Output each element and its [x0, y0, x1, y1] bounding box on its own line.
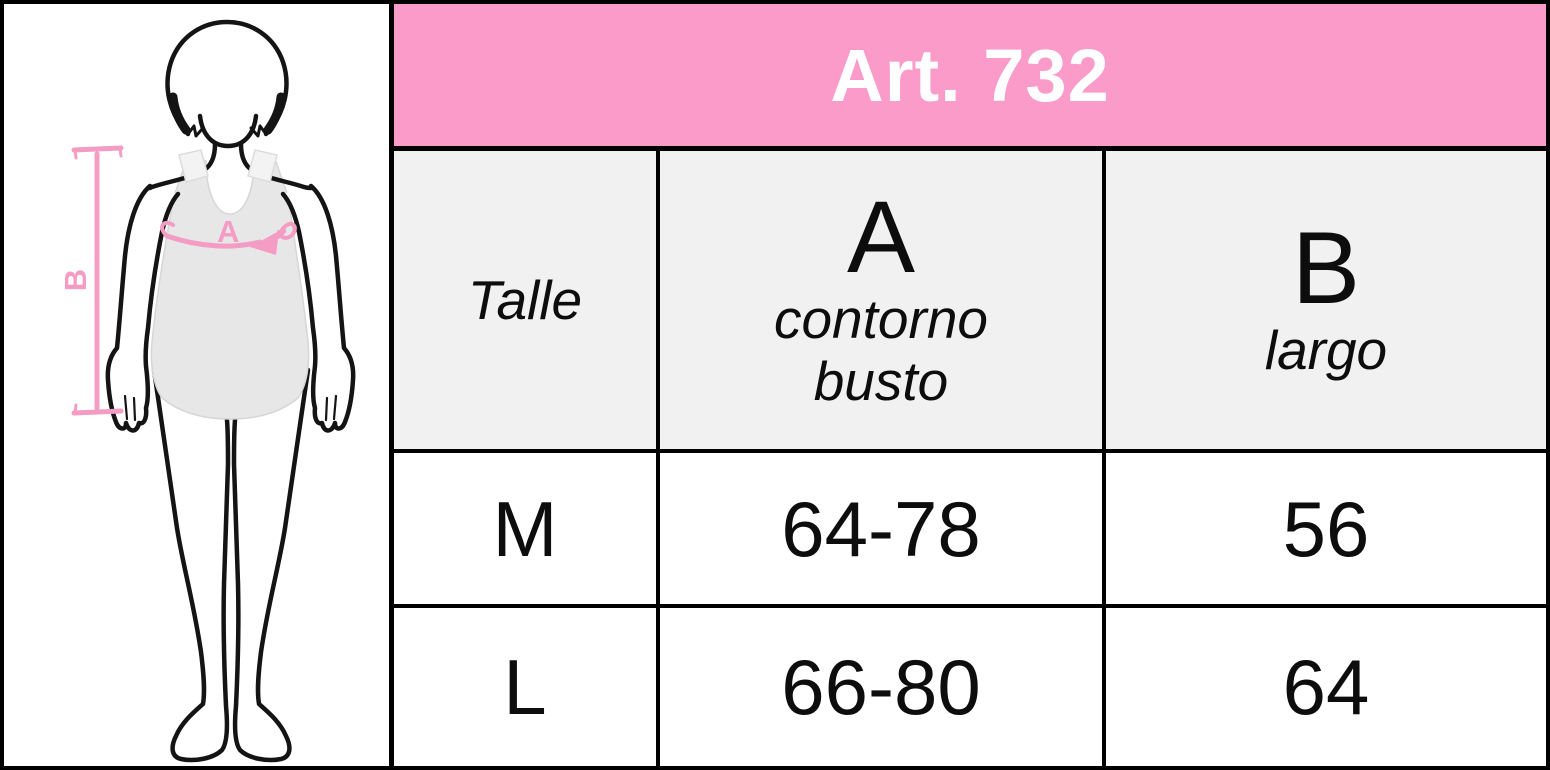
figure-right-hand-fingers	[324, 394, 338, 422]
length-measure-top-cap	[71, 145, 124, 153]
row-m-bust-cell: 64-78	[660, 453, 1102, 604]
figure-hair-right-tips	[249, 124, 268, 138]
col-header-size: Talle	[394, 151, 656, 449]
length-measure-top-ticks	[73, 146, 123, 160]
bust-measure-label: A	[217, 214, 239, 249]
length-measure-label: B	[58, 269, 93, 291]
article-banner: Art. 732	[394, 4, 1546, 151]
figure-left-arm	[105, 183, 181, 433]
figure-tank-dress	[150, 155, 310, 420]
figure-hair	[165, 19, 289, 137]
figure-jaw	[197, 113, 259, 149]
row-m-length: 56	[1282, 484, 1370, 573]
figure-left-hand-fingers	[123, 394, 137, 422]
measurement-figure-panel: A B	[4, 4, 389, 766]
figure-hair-left-tips	[186, 124, 205, 138]
woman-figure-diagram: A B	[58, 19, 356, 763]
length-sublabel: largo	[1264, 318, 1388, 381]
bust-sublabel-line1: contorno	[773, 287, 989, 350]
figure-neck-right	[238, 141, 314, 191]
length-letter: B	[1291, 210, 1361, 325]
col-header-length: B largo	[1106, 151, 1546, 449]
length-measure-bottom-cap	[71, 408, 124, 416]
size-header-label: Talle	[467, 268, 583, 331]
length-measure-bottom-tick	[73, 403, 78, 415]
figure-hair-left-patch	[168, 92, 191, 135]
figure-left-leg	[151, 367, 231, 763]
article-title: Art. 732	[830, 33, 1110, 117]
col-header-bust: A contorno busto	[660, 151, 1102, 449]
bust-measure-arrowhead	[250, 231, 279, 255]
row-l-bust: 66-80	[781, 643, 981, 731]
row-m-bust: 64-78	[781, 484, 981, 573]
bust-measure-line	[164, 233, 263, 249]
size-table: Art. 732 Talle A contorno busto B largo …	[389, 4, 1546, 766]
size-grid: Talle A contorno busto B largo M 64-78 5…	[394, 151, 1546, 766]
bust-letter: A	[846, 179, 916, 294]
row-l-size-cell: L	[394, 608, 656, 766]
figure-left-strap	[178, 149, 209, 183]
row-m-size: M	[492, 484, 558, 573]
figure-right-strap	[247, 149, 278, 183]
row-m-length-cell: 56	[1106, 453, 1546, 604]
figure-right-arm	[280, 183, 356, 433]
row-l-length-cell: 64	[1106, 608, 1546, 766]
row-l-length: 64	[1282, 643, 1370, 731]
figure-neck-left	[147, 141, 218, 191]
row-m-size-cell: M	[394, 453, 656, 604]
figure-hair-right-patch	[263, 92, 286, 135]
bust-measure-left-curl	[160, 220, 175, 238]
figure-right-leg	[231, 367, 311, 763]
row-l-size: L	[503, 643, 547, 731]
row-l-bust-cell: 66-80	[660, 608, 1102, 766]
bust-sublabel-line2: busto	[813, 349, 949, 412]
